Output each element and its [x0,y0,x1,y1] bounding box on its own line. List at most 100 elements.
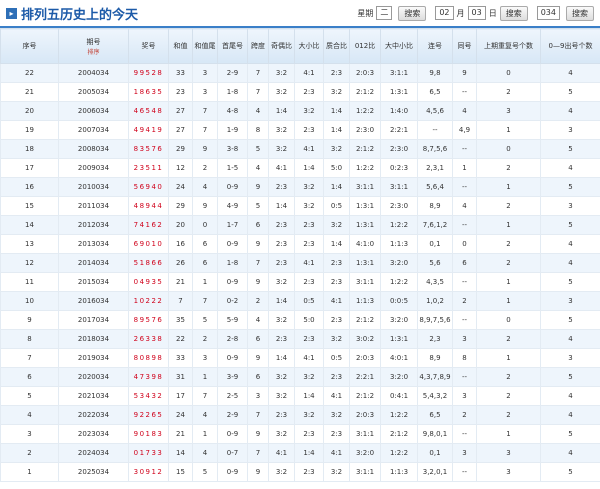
table-cell: 99528 [128,63,169,83]
table-cell: 0-2 [217,291,248,311]
table-cell: -- [452,139,477,159]
table-cell: -- [452,272,477,292]
column-title: 奇偶比 [271,42,292,50]
history-table: 序号 期号 排序 奖号 和值 和值尾 首尾号 跨度 奇偶比 大小比 质合比 012比 大中小比 连号 同号 上… [0,28,600,482]
table-cell: 14 [0,215,59,235]
table-cell: 1-9 [217,120,248,140]
table-cell: 2 [452,405,477,425]
table-cell: 4-9 [217,196,248,216]
table-cell: 47398 [128,367,169,387]
table-cell: 1:2:2 [380,443,418,463]
table-cell: 0-9 [217,177,248,197]
column-title: 上期重复号个数 [484,42,533,50]
table-cell: 4:1:0 [349,234,381,254]
table-cell: 35 [168,310,193,330]
search-button[interactable]: 搜索 [499,5,528,21]
search-button[interactable]: 搜索 [398,5,427,21]
table-cell: 1:3:1 [380,82,418,102]
table-cell: 5 [540,367,600,387]
table-cell: 2011034 [58,196,129,216]
table-cell: 3 [540,196,600,216]
table-cell: 9 [247,272,269,292]
table-cell: 2:3 [294,215,324,235]
table-cell: 4 [247,101,269,121]
table-cell: 4 [452,101,477,121]
table-cell: 01733 [128,443,169,463]
table-cell: 3:2 [268,82,295,102]
day-select[interactable]: 03 [467,6,486,20]
table-cell: 1-5 [217,158,248,178]
table-cell: 3:2 [323,139,350,159]
table-cell: 4,5,6 [417,101,453,121]
table-cell: 9 [247,177,269,197]
table-cell: 3:2 [268,386,295,406]
table-cell: 0-9 [217,462,248,482]
table-cell: 3:2 [268,310,295,330]
search-button[interactable]: 搜索 [566,5,594,21]
month-select[interactable]: 02 [435,6,454,20]
table-cell: -- [452,367,477,387]
column-header: 奇偶比 [268,28,295,64]
sort-toggle[interactable]: 排序 [87,48,100,56]
table-cell: 3:2 [268,424,295,444]
table-cell: 6 [247,215,269,235]
column-title: 0—9出号个数 [548,42,593,50]
table-cell: 3:2 [294,177,324,197]
table-cell: 4 [540,101,600,121]
table-cell: 5 [540,462,600,482]
table-cell: 92265 [128,405,169,425]
column-title: 和值尾 [194,42,216,50]
table-cell: 2:3 [323,424,350,444]
week-select[interactable]: 二 [376,6,393,20]
table-cell: 16 [168,234,193,254]
table-cell: 2:1:2 [380,424,418,444]
table-cell: 2,3,1 [417,158,453,178]
table-cell: 2:3 [268,177,295,197]
table-cell: 7 [192,120,218,140]
table-cell: 3:2 [268,272,295,292]
table-cell: 2 [192,329,218,349]
table-cell: 7 [247,253,269,273]
issue-input[interactable]: 034 [536,6,560,20]
table-cell: 2 [476,253,541,273]
table-cell: 24 [168,405,193,425]
table-cell: 21 [0,82,59,102]
table-cell: 3 [192,348,218,368]
table-cell: 2 [476,386,541,406]
table-cell: 3:1:1 [380,177,418,197]
table-cell: -- [452,177,477,197]
table-cell: 24 [168,177,193,197]
table-cell: 1-8 [217,253,248,273]
table-cell: 4 [540,234,600,254]
table-cell: 4:1 [323,291,350,311]
table-cell: 1:2:2 [380,405,418,425]
table-cell: 2:3 [323,367,350,387]
table-cell: -- [417,120,453,140]
table-cell: 4 [540,63,600,83]
table-cell: 10 [0,291,59,311]
table-cell: 56940 [128,177,169,197]
table-cell: 4,9 [452,120,477,140]
table-cell: 3:2 [268,139,295,159]
table-cell: 2:3:0 [380,196,418,216]
table-cell: 2015034 [58,272,129,292]
table-cell: 4 [540,329,600,349]
table-cell: 2020034 [58,367,129,387]
table-cell: 4:0:1 [380,348,418,368]
table-cell: 2:3 [294,120,324,140]
table-cell: 2:1:2 [349,82,381,102]
table-cell: 2:3 [294,329,324,349]
table-cell: 2 [476,196,541,216]
table-cell: 3 [476,462,541,482]
table-cell: 4,3,7,8,9 [417,367,453,387]
table-cell: 1:4 [294,158,324,178]
table-cell: 2019034 [58,348,129,368]
table-cell: 33 [168,348,193,368]
table-cell: 2010034 [58,177,129,197]
table-cell: 3 [192,82,218,102]
table-row: 1 2025034 30912 15 5 0-9 9 3:2 2:3 3:2 3:1:1 1:1:3 3… [0,462,600,482]
table-cell: 1:1:3 [380,462,418,482]
table-cell: 0:5 [323,196,350,216]
table-cell: 2:3:0 [380,139,418,159]
table-row: 10 2016034 10222 7 7 0-2 2 1:4 0:5 4:1 1:1:3 0:0:5 1… [0,291,600,311]
